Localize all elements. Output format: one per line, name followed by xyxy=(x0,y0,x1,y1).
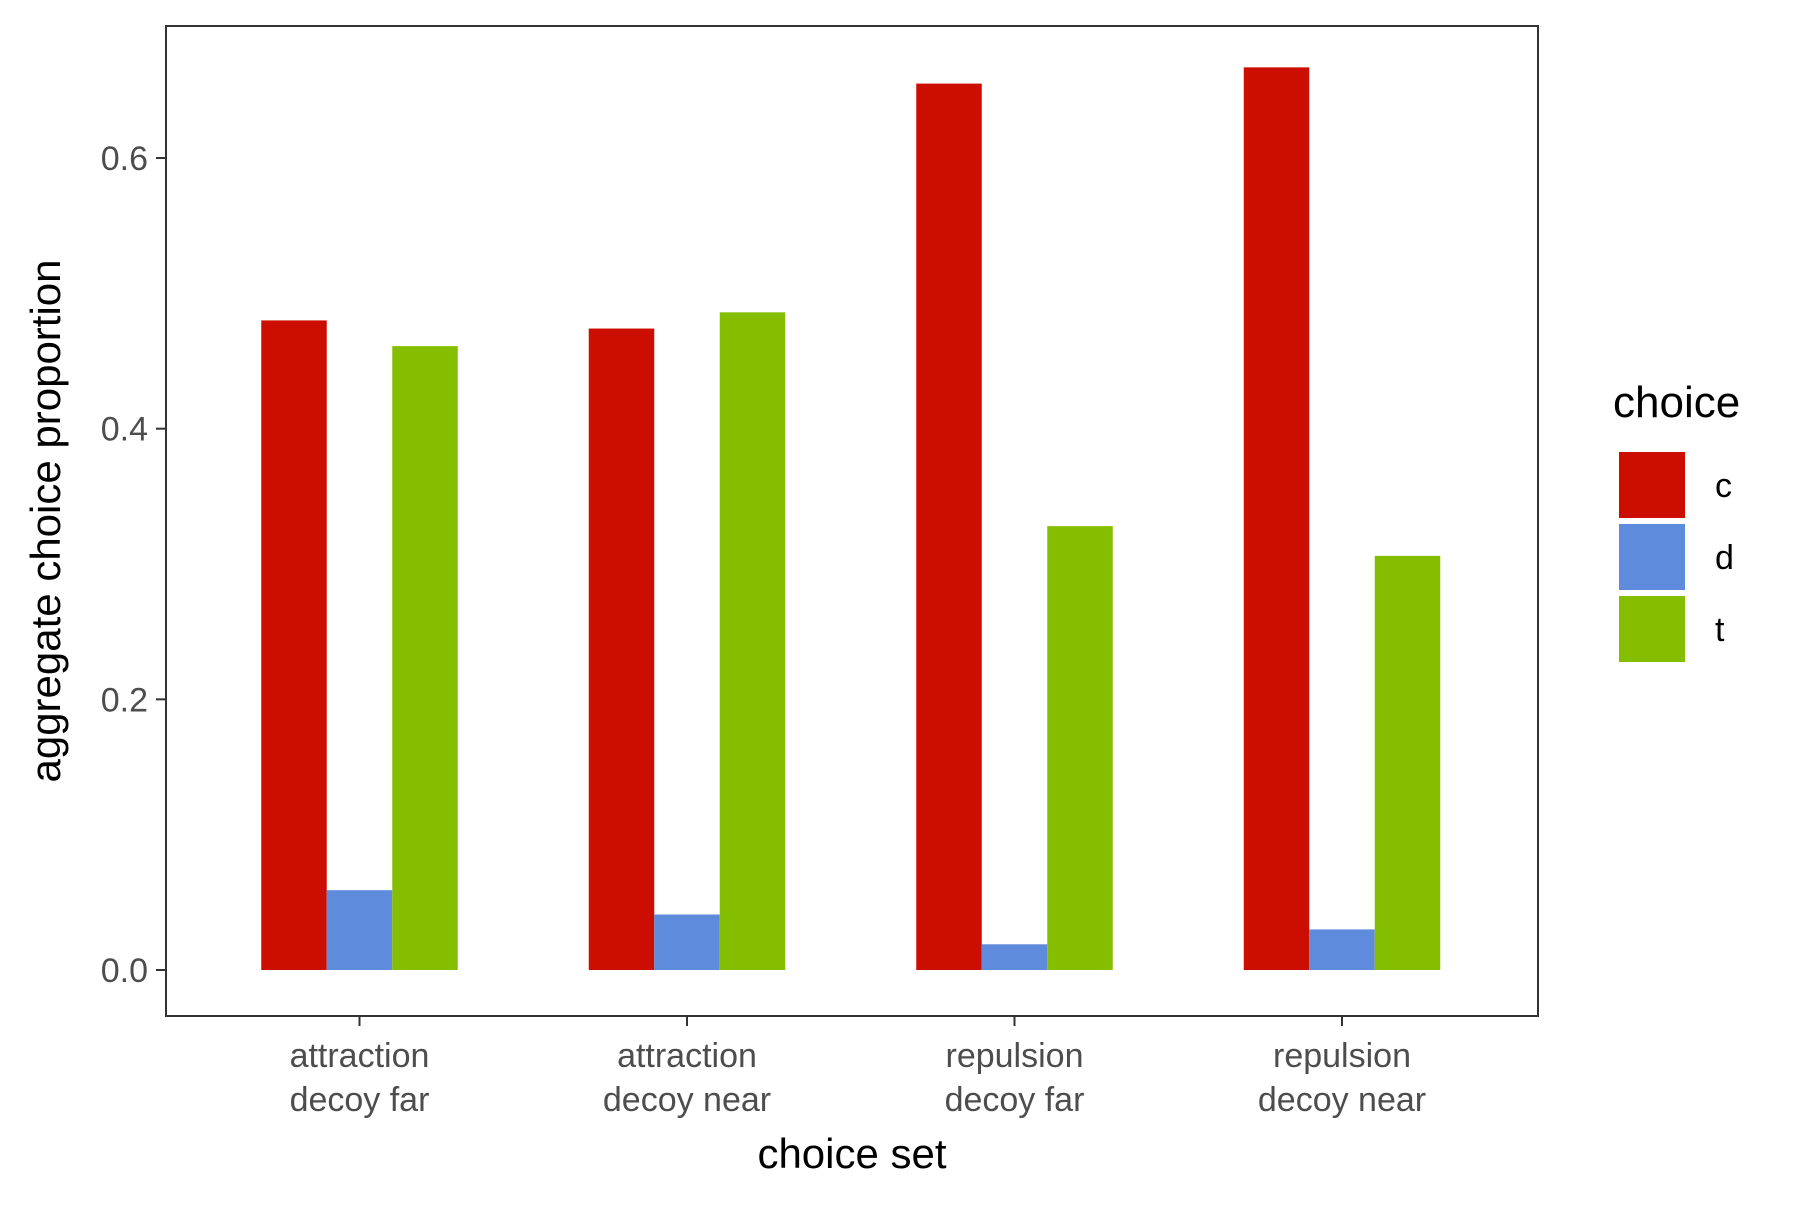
x-tick-label: decoy far xyxy=(290,1081,430,1119)
legend-label-c: c xyxy=(1715,467,1732,505)
y-axis-title: aggregate choice proportion xyxy=(22,259,69,782)
x-axis: attraction decoy far attraction decoy near r… xyxy=(290,1016,1426,1119)
bar-c-1 xyxy=(261,320,327,970)
legend-label-t: t xyxy=(1715,611,1725,649)
legend-key-t xyxy=(1619,596,1685,662)
x-tick-label: decoy near xyxy=(603,1081,771,1119)
legend: choice cdt xyxy=(1613,378,1740,662)
bar-d-4 xyxy=(1309,929,1375,970)
bar-d-1 xyxy=(326,890,393,970)
y-tick-label: 0.2 xyxy=(101,681,148,719)
legend-title: choice xyxy=(1613,378,1740,427)
bar-d-2 xyxy=(654,914,720,970)
panel-border xyxy=(165,25,1539,1017)
x-tick-label: attraction xyxy=(290,1037,430,1075)
x-axis-title: choice set xyxy=(757,1130,946,1177)
legend-key-d xyxy=(1619,524,1685,590)
bar-t-1 xyxy=(392,346,458,970)
y-axis: 0.0 0.2 0.4 0.6 xyxy=(101,140,166,990)
y-tick-label: 0.6 xyxy=(101,140,148,178)
y-tick-label: 0.0 xyxy=(101,952,148,990)
bar-c-4 xyxy=(1243,67,1310,971)
x-tick-label: repulsion xyxy=(946,1037,1084,1075)
bars-layer xyxy=(261,67,1441,971)
x-tick-label: decoy near xyxy=(1258,1081,1426,1119)
x-tick-label: repulsion xyxy=(1273,1037,1411,1075)
bar-t-2 xyxy=(719,312,786,970)
bar-d-3 xyxy=(981,944,1048,970)
x-tick-label: decoy far xyxy=(945,1081,1085,1119)
bar-c-2 xyxy=(588,328,655,970)
x-tick-label: attraction xyxy=(617,1037,757,1075)
y-tick-label: 0.4 xyxy=(101,411,148,449)
bar-t-3 xyxy=(1047,526,1113,970)
legend-label-d: d xyxy=(1715,539,1734,577)
legend-key-c xyxy=(1619,452,1685,518)
bar-t-4 xyxy=(1374,555,1441,970)
bar-c-3 xyxy=(916,83,982,971)
